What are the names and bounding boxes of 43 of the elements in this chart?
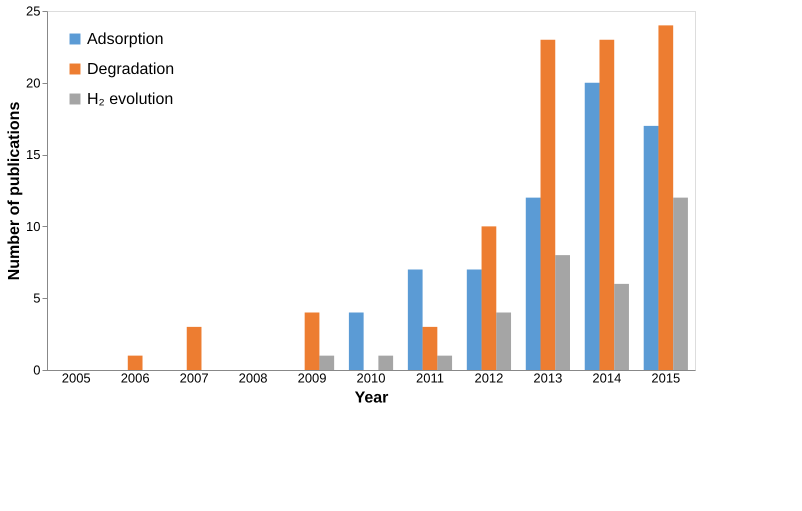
bar — [555, 255, 570, 370]
bar — [584, 82, 600, 370]
x-tick-label: 2008 — [238, 370, 268, 386]
x-tick-label: 2011 — [416, 370, 444, 386]
x-tick-label: 2015 — [651, 370, 680, 386]
x-tick-label: 2010 — [356, 370, 386, 386]
x-tick-label: 2013 — [533, 370, 562, 386]
bar — [304, 312, 320, 370]
y-tick-label: 20 — [26, 75, 40, 90]
bar — [422, 326, 438, 370]
y-axis-title: Number of publications — [6, 102, 24, 280]
bar — [599, 40, 614, 370]
legend-label: Degradation — [87, 61, 174, 78]
y-tick-label: 5 — [33, 290, 40, 306]
bar — [128, 356, 143, 370]
y-tick-label: 10 — [26, 218, 40, 234]
bar — [466, 269, 482, 370]
bar — [644, 126, 658, 370]
bar — [673, 198, 688, 370]
x-tick-label: 2006 — [120, 370, 150, 386]
y-tick-label: 0 — [33, 362, 40, 378]
x-tick-label: 2005 — [62, 370, 91, 386]
x-tick-label: 2007 — [180, 370, 209, 386]
bar — [482, 226, 496, 370]
bar — [658, 25, 674, 370]
bar — [186, 326, 202, 370]
bar — [378, 356, 394, 370]
legend-label: Adsorption — [87, 31, 164, 48]
bar — [526, 198, 541, 370]
legend-label: H₂ evolution — [87, 91, 174, 108]
bar — [348, 312, 364, 370]
y-tick-label: 25 — [26, 4, 40, 18]
bar — [614, 284, 629, 370]
x-axis-title: Year — [354, 390, 388, 406]
x-tick-label: 2012 — [474, 370, 504, 386]
x-tick-label: 2009 — [298, 370, 326, 386]
bar — [319, 356, 334, 370]
x-tick-label: 2014 — [592, 370, 622, 386]
bar — [437, 356, 452, 370]
bar — [540, 40, 556, 370]
bar — [408, 269, 423, 370]
y-tick-label: 15 — [26, 147, 40, 162]
bar — [496, 312, 512, 370]
